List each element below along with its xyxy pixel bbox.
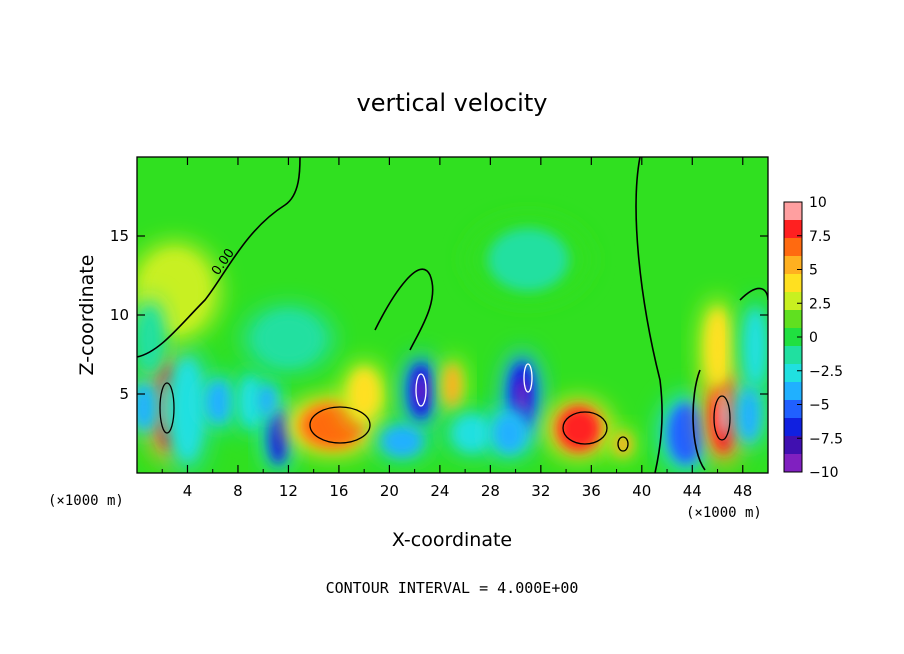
colorbar-swatch (784, 328, 802, 347)
contour-ellipse (415, 373, 427, 407)
heatmap-cell (137, 377, 160, 437)
colorbar-swatch (784, 400, 802, 419)
colorbar-swatch (784, 364, 802, 383)
colorbar-tick-label: 10 (809, 195, 827, 211)
y-axis-label: Z-coordinate (76, 255, 98, 376)
y-tick-label: 10 (110, 306, 129, 324)
heatmap-cell (486, 408, 533, 459)
colorbar-tick-label: 2.5 (809, 296, 831, 312)
heatmap-cell (658, 394, 714, 473)
x-tick-label: 12 (279, 482, 298, 500)
colorbar-swatch (784, 238, 802, 257)
contour-line (692, 369, 706, 471)
colorbar-tick-label: 7.5 (809, 229, 831, 245)
colorbar-swatch (784, 382, 802, 401)
colorbar-swatch (784, 436, 802, 455)
colorbar-swatch (784, 292, 802, 311)
heatmap-cell (440, 356, 465, 416)
heatmap-cell (137, 297, 165, 380)
colorbar-swatch (784, 274, 802, 293)
heatmap-cell (254, 380, 280, 421)
colorbar-tick-label: 5 (809, 263, 818, 279)
x-tick-label: 48 (733, 482, 752, 500)
x-tick-label: 4 (183, 482, 193, 500)
contour-ellipse (523, 363, 533, 393)
contour-line (137, 157, 301, 358)
x-unit-left: (×1000 m) (48, 493, 124, 509)
x-tick-label: 44 (683, 482, 702, 500)
heatmap-cell (243, 305, 334, 372)
x-axis-label: X-coordinate (392, 529, 512, 551)
contour-line (374, 268, 434, 351)
heatmap-cell (341, 361, 387, 427)
x-unit-right: (×1000 m) (686, 505, 762, 521)
colorbar-swatch (784, 256, 802, 275)
heatmap-cell (699, 297, 736, 396)
colorbar-tick-label: −7.5 (809, 431, 843, 447)
heatmap-cell (467, 218, 589, 301)
colorbar-swatch (784, 202, 802, 221)
contour-interval-note: CONTOUR INTERVAL = 4.000E+00 (326, 579, 579, 597)
heatmap-cell (200, 375, 238, 429)
x-tick-label: 36 (582, 482, 601, 500)
heatmap-cell (402, 354, 440, 427)
colorbar: 10 7.5 5 2.5 0 −2.5 −5 −7.5 −10 (783, 195, 843, 481)
contour-ellipse (617, 436, 629, 452)
x-tick-label: 16 (329, 482, 348, 500)
heatmap-cell (740, 297, 768, 396)
colorbar-swatches (784, 202, 802, 473)
y-axis: 5 10 15 (110, 227, 768, 403)
colorbar-tick-label: −10 (809, 465, 839, 481)
colorbar-tick-label: −5 (809, 398, 830, 414)
heatmap-cell (610, 429, 635, 460)
colorbar-tick-label: 0 (809, 330, 818, 346)
heatmap-cell (371, 421, 433, 462)
colorbar-ticks: 10 7.5 5 2.5 0 −2.5 −5 −7.5 −10 (797, 195, 843, 481)
x-axis: 4 8 12 16 20 24 28 32 36 40 44 48 (161, 157, 752, 500)
heatmap-cell (444, 410, 499, 457)
contour-ellipse (159, 382, 175, 434)
y-tick-label: 5 (119, 385, 129, 403)
colorbar-swatch (784, 310, 802, 329)
x-tick-label: 28 (481, 482, 500, 500)
contour-ellipse (713, 395, 731, 441)
colorbar-swatch (784, 346, 802, 365)
cell-contours (159, 363, 731, 452)
heatmap-cell (545, 399, 613, 459)
contour-ellipse (562, 411, 608, 445)
contour-ellipse (309, 406, 371, 444)
y-tick-label: 15 (110, 227, 129, 245)
colorbar-swatch (784, 418, 802, 437)
x-tick-label: 20 (380, 482, 399, 500)
chart-title: vertical velocity (357, 89, 548, 117)
zero-contours (137, 157, 768, 473)
heatmap-cell (164, 344, 211, 473)
x-tick-label: 24 (430, 482, 449, 500)
colorbar-swatch (784, 454, 802, 473)
x-tick-label: 8 (233, 482, 243, 500)
contour-line (635, 157, 663, 473)
colorbar-swatch (784, 220, 802, 239)
x-tick-label: 32 (531, 482, 550, 500)
x-tick-label: 40 (632, 482, 651, 500)
heatmap-cell (235, 369, 266, 435)
colorbar-tick-label: −2.5 (809, 364, 843, 380)
